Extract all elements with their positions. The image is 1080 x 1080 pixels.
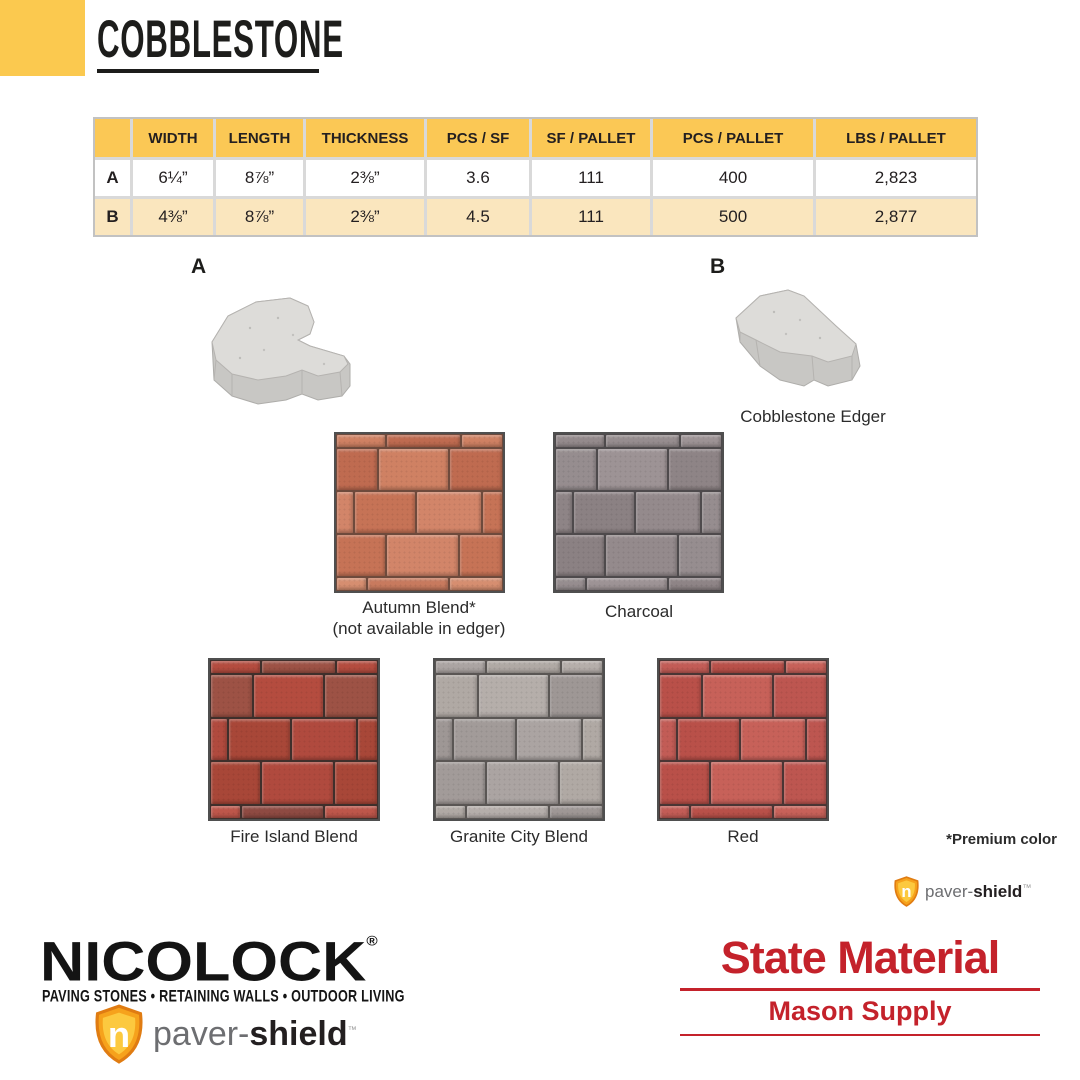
registered-mark: ® [366, 933, 378, 950]
col-header-width: WIDTH [133, 119, 213, 157]
mason-supply-subtitle: Mason Supply [768, 996, 952, 1026]
row-b-thickness: 2⅜” [306, 199, 424, 235]
row-a-pcs-sf: 3.6 [427, 160, 529, 196]
spec-table: WIDTH LENGTH THICKNESS PCS / SF SF / PAL… [93, 117, 978, 237]
cobblestone-paver-image [211, 297, 351, 405]
paver-shield-logo-large: n paver-shield™ [93, 1004, 357, 1064]
swatch-granite-city-blend [433, 658, 605, 821]
paver-shield-icon: n [894, 876, 919, 907]
row-a-pcs-pallet: 400 [653, 160, 813, 196]
product-a-label: A [191, 255, 207, 278]
row-a-thickness: 2⅜” [306, 160, 424, 196]
paver-shield-icon: n [95, 1004, 143, 1064]
row-a-label: A [95, 160, 130, 196]
swatch-autumn-blend [334, 432, 505, 593]
row-b-width: 4⅜” [133, 199, 213, 235]
state-material-title: State Material [720, 932, 1001, 983]
nicolock-tagline: PAVING STONES • RETAINING WALLS • OUTDOO… [42, 988, 405, 1006]
row-b-sf-pallet: 111 [532, 199, 650, 235]
col-header-pcs-pallet: PCS / PALLET [653, 119, 813, 157]
col-header-length: LENGTH [216, 119, 303, 157]
premium-color-footnote: *Premium color [946, 831, 1057, 848]
paver-shield-logo-small: n paver-shield™ [893, 876, 1031, 907]
col-header-thickness: THICKNESS [306, 119, 424, 157]
accent-square [0, 0, 85, 76]
row-b-pcs-pallet: 500 [653, 199, 813, 235]
paver-shield-text: paver- [925, 881, 974, 901]
col-header-pcs-sf: PCS / SF [427, 119, 529, 157]
state-material-logo: State Material Mason Supply [680, 932, 1040, 1036]
row-b-length: 8⅞” [216, 199, 303, 235]
swatch-fire-island-blend [208, 658, 380, 821]
swatch-label-red: Red [727, 827, 759, 846]
paver-shield-text: paver- [153, 1014, 250, 1053]
col-header-lbs-pallet: LBS / PALLET [816, 119, 976, 157]
table-corner-cell [95, 119, 130, 157]
page-title: COBBLESTONE [97, 9, 344, 69]
cobblestone-edger-image [735, 289, 861, 387]
svg-text:n: n [108, 1014, 130, 1055]
swatch-label-fire-island-blend: Fire Island Blend [230, 827, 358, 846]
col-header-sf-pallet: SF / PALLET [532, 119, 650, 157]
product-b-label: B [710, 255, 726, 278]
swatch-label-granite-city-blend: Granite City Blend [450, 827, 588, 846]
edger-caption: Cobblestone Edger [740, 407, 886, 426]
row-a-length: 8⅞” [216, 160, 303, 196]
row-b-lbs-pallet: 2,877 [816, 199, 976, 235]
swatch-red [657, 658, 829, 821]
title-underline [97, 69, 319, 73]
row-a-lbs-pallet: 2,823 [816, 160, 976, 196]
swatch-label-charcoal: Charcoal [604, 602, 674, 621]
row-b-pcs-sf: 4.5 [427, 199, 529, 235]
swatch-charcoal [553, 432, 724, 593]
row-b-label: B [95, 199, 130, 235]
nicolock-logo: NICOLOCK® [40, 930, 378, 993]
row-a-sf-pallet: 111 [532, 160, 650, 196]
swatch-label-autumn-blend: Autumn Blend* (not available in edger) [332, 598, 506, 638]
svg-text:n: n [901, 882, 911, 901]
mason-supply-rule [680, 1034, 1040, 1036]
row-a-width: 6¼” [133, 160, 213, 196]
state-material-rule [680, 988, 1040, 991]
